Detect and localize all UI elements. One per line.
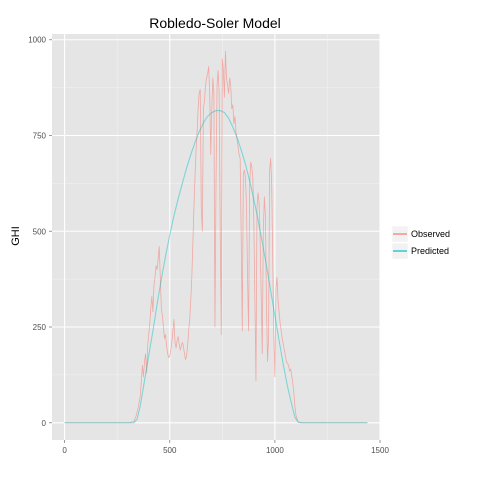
x-tick-label: 1000 — [266, 446, 284, 455]
series-line-predicted — [64, 110, 368, 424]
chart-title: Robledo-Soler Model — [149, 15, 281, 31]
series-layer — [64, 50, 368, 424]
series-line-observed — [64, 50, 368, 424]
grid-major — [52, 34, 381, 440]
y-axis-title: GHI — [10, 226, 22, 246]
y-tick-label: 0 — [42, 419, 47, 428]
y-axis: 0 250 500 750 1000 — [28, 36, 52, 428]
legend: Observed Predicted — [391, 225, 450, 260]
x-tick-label: 500 — [163, 446, 177, 455]
y-tick-label: 750 — [33, 132, 47, 141]
x-tick-label: 1500 — [371, 446, 389, 455]
grid-minor — [52, 34, 380, 440]
x-axis: 0 500 1000 1500 — [62, 440, 389, 455]
x-tick-label: 0 — [62, 446, 67, 455]
y-tick-label: 500 — [33, 227, 47, 236]
legend-label-predicted: Predicted — [411, 246, 449, 256]
y-tick-label: 1000 — [28, 36, 46, 45]
legend-label-observed: Observed — [411, 229, 450, 239]
y-tick-label: 250 — [33, 323, 47, 332]
